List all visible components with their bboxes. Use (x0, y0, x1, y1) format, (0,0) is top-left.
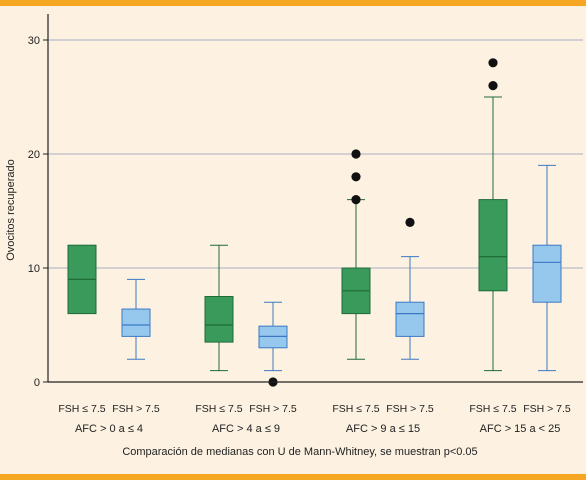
box-iqr (478, 199, 508, 292)
box-iqr (204, 296, 234, 343)
box-iqr (532, 244, 562, 303)
top-frame-bar (0, 0, 586, 6)
outlier-point (351, 195, 361, 205)
x-axis-caption: Comparación de medianas con U de Mann-Wh… (122, 446, 477, 458)
y-tick-label: 10 (28, 263, 40, 275)
group-label: AFC > 15 a < 25 (480, 423, 561, 435)
outlier-point (405, 217, 415, 227)
outlier-point (488, 58, 498, 68)
box-plots (67, 58, 562, 387)
group-label: AFC > 0 a ≤ 4 (75, 423, 143, 435)
axes (43, 14, 583, 383)
box-series-label: FSH > 7.5 (112, 403, 160, 415)
box-series-label: FSH ≤ 7.5 (58, 403, 105, 415)
box-series-label: FSH ≤ 7.5 (469, 403, 516, 415)
outlier-point (351, 149, 361, 159)
box-iqr (121, 308, 151, 337)
y-tick-label: 0 (34, 377, 40, 389)
box-series-label: FSH > 7.5 (523, 403, 571, 415)
y-tick-label: 20 (28, 149, 40, 161)
x-tick-labels: AFC > 0 a ≤ 4 FSH ≤ 7.5 FSH > 7.5 AFC > 4 a… (58, 403, 571, 435)
outlier-point (351, 172, 361, 182)
box-series-label: FSH > 7.5 (249, 403, 297, 415)
y-tick-labels: 0 10 20 30 (28, 35, 40, 389)
y-axis-label: Ovocitos recuperado (5, 159, 17, 261)
box-series-label: FSH ≤ 7.5 (332, 403, 379, 415)
box-series-label: FSH ≤ 7.5 (195, 403, 242, 415)
y-tick-label: 30 (28, 35, 40, 47)
group-label: AFC > 4 a ≤ 9 (212, 423, 280, 435)
outlier-point (488, 81, 498, 91)
box-series-label: FSH > 7.5 (386, 403, 434, 415)
box-iqr (395, 301, 425, 337)
bottom-frame-bar (0, 474, 586, 480)
group-label: AFC > 9 a ≤ 15 (346, 423, 420, 435)
